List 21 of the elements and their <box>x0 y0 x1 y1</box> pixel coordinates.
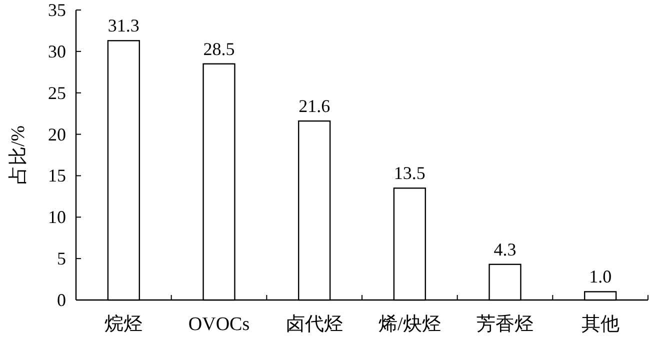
data-label: 31.3 <box>108 16 140 36</box>
data-label: 1.0 <box>589 266 612 287</box>
data-label: 4.3 <box>494 239 516 260</box>
xtick: 烷烃 <box>104 314 143 335</box>
ytick: 0 <box>57 290 66 310</box>
xtick: 其他 <box>581 314 620 335</box>
ylabel: 占比/% <box>8 125 29 185</box>
ytick: 20 <box>48 124 66 144</box>
ytick: 10 <box>48 207 66 228</box>
ytick: 30 <box>48 41 66 62</box>
xtick: OVOCs <box>188 314 250 335</box>
data-label: 21.6 <box>298 96 330 116</box>
ytick: 35 <box>48 0 66 20</box>
xtick: 芳香烃 <box>476 314 534 335</box>
xtick: 烯/炔烃 <box>378 314 441 335</box>
data-label: 28.5 <box>203 38 235 59</box>
xtick: 卤代烃 <box>286 314 343 335</box>
ytick: 25 <box>48 82 66 103</box>
data-label: 13.5 <box>394 163 426 184</box>
ytick: 5 <box>57 248 66 269</box>
ytick: 15 <box>48 166 66 186</box>
